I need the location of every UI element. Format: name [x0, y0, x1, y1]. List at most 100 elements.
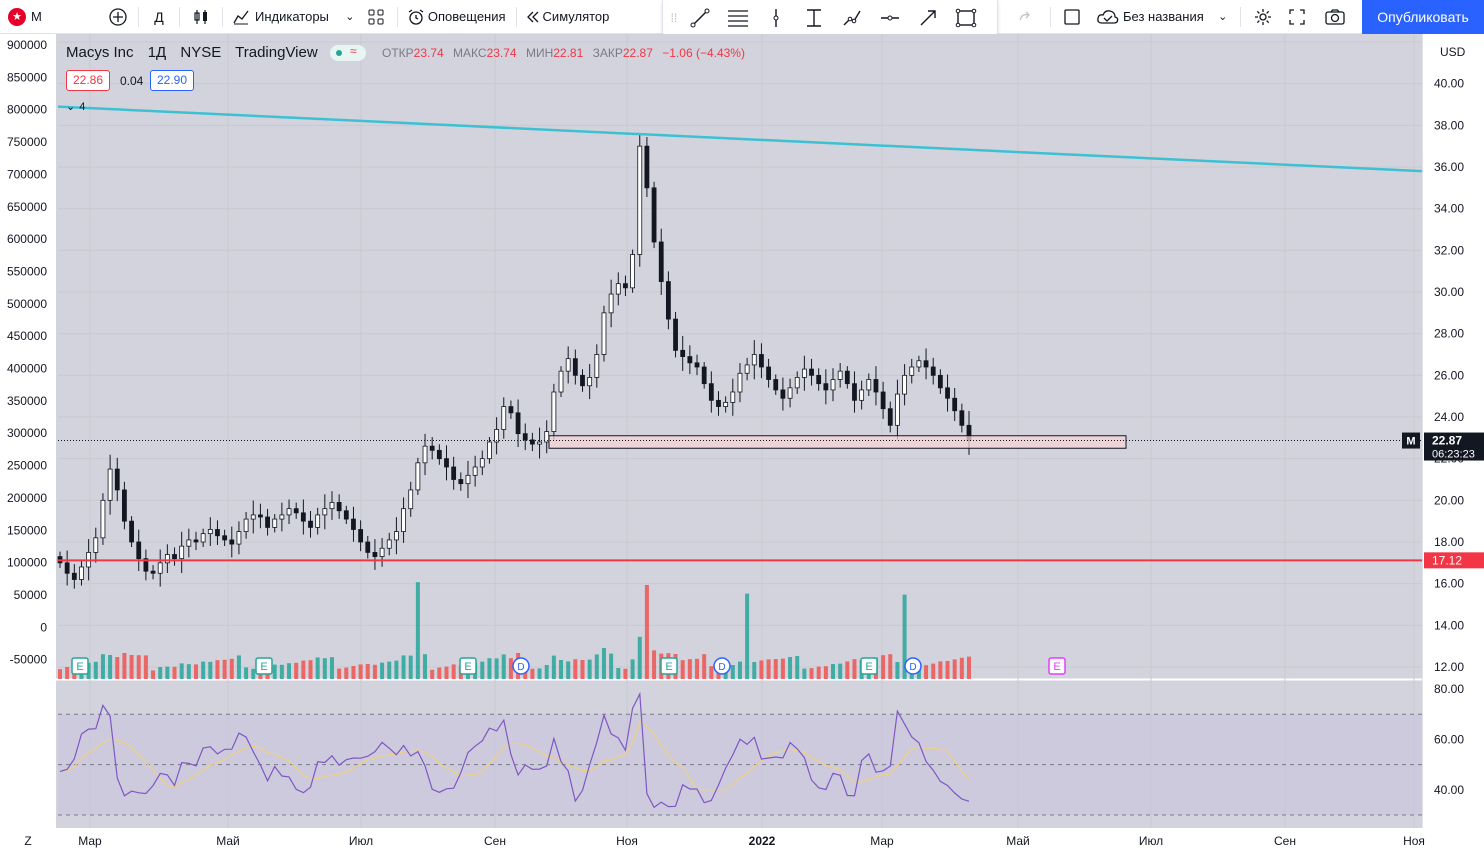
time-tick-label: Сен — [484, 834, 506, 848]
candle-body — [79, 566, 84, 580]
indicators-collapse-toggle[interactable]: ⌄ 4 — [66, 100, 85, 113]
volume-tick-label: 750000 — [7, 135, 47, 149]
redo-icon[interactable] — [1010, 8, 1040, 26]
candle-body — [830, 379, 836, 391]
earnings-marker[interactable] — [660, 657, 678, 675]
earnings-marker[interactable] — [459, 657, 477, 675]
volume-bar — [100, 654, 105, 679]
volume-bar — [430, 669, 435, 679]
candle-body — [730, 391, 736, 403]
support-zone-rectangle[interactable] — [548, 435, 1127, 449]
currency-label[interactable]: USD — [1440, 45, 1466, 59]
volume-bar — [415, 582, 420, 679]
legend-symbol-name[interactable]: Macys Inc — [66, 44, 134, 61]
indicators-icon[interactable] — [229, 7, 253, 27]
time-axis-background[interactable] — [0, 828, 1484, 852]
volume-bar — [172, 666, 177, 679]
earnings-marker[interactable] — [255, 657, 273, 675]
path-tool-icon[interactable] — [833, 1, 871, 35]
trend-line[interactable] — [57, 105, 1423, 173]
event-markers[interactable]: E E E E E ED D D — [71, 657, 1066, 675]
candle-body — [365, 541, 371, 553]
drag-handle-icon[interactable]: ⁞⁞ — [670, 10, 678, 25]
low-label: МИН — [525, 46, 554, 60]
change-value: −1.06 (−4.43%) — [662, 46, 745, 60]
candle-body — [207, 529, 213, 535]
timezone-corner-label[interactable]: Z — [24, 834, 31, 848]
dividend-marker[interactable] — [512, 657, 530, 675]
candle-body — [351, 518, 356, 530]
volume-bar — [537, 668, 542, 679]
candles-style-icon[interactable] — [186, 7, 216, 27]
camera-icon[interactable] — [1315, 8, 1355, 26]
alarm-clock-icon[interactable] — [404, 7, 428, 27]
price-range-tool-icon[interactable] — [795, 1, 833, 35]
horizontal-line-tool-icon[interactable] — [871, 1, 909, 35]
replay-button[interactable]: Симулятор — [542, 9, 610, 24]
fullscreen-icon[interactable] — [1279, 8, 1315, 26]
chevron-down-icon[interactable]: ⌄ — [1218, 11, 1228, 23]
publish-button[interactable]: Опубликовать — [1362, 0, 1484, 34]
trend-line-tool-icon[interactable] — [681, 1, 719, 35]
dividend-marker[interactable] — [713, 657, 731, 675]
price-tick-label: 32.00 — [1434, 243, 1464, 257]
legend-interval: 1Д — [147, 44, 167, 61]
candle-body — [680, 349, 686, 357]
volume-bar — [287, 663, 292, 679]
collapsed-count: 4 — [79, 101, 86, 113]
candle-body — [623, 283, 628, 289]
drawings[interactable] — [57, 105, 1423, 562]
arrow-tool-icon[interactable] — [909, 1, 947, 35]
volume-bar — [680, 660, 685, 679]
alerts-button[interactable]: Оповещения — [427, 9, 506, 24]
last-price-badge-label: 22.87 — [1432, 434, 1462, 448]
templates-grid-icon[interactable] — [361, 8, 391, 26]
candle-body — [945, 387, 950, 399]
chevron-down-icon[interactable]: ⌄ — [66, 101, 76, 113]
chevron-down-icon[interactable]: ⌄ — [345, 11, 355, 23]
rectangle-tool-icon[interactable] — [947, 1, 985, 35]
symbol-search-button[interactable]: M — [31, 9, 42, 24]
cloud-save-icon[interactable] — [1093, 8, 1123, 26]
symbol-legend[interactable]: Macys Inc 1Д NYSE TradingView — [66, 44, 328, 61]
volume-bar — [351, 666, 356, 679]
volume-tick-label: 550000 — [7, 264, 47, 278]
candle-body — [308, 520, 313, 528]
indicators-button[interactable]: Индикаторы — [255, 9, 329, 24]
volume-bar — [852, 659, 857, 679]
ask-chip[interactable]: 22.90 — [150, 70, 195, 91]
volume-bar — [544, 665, 549, 679]
chart-canvas[interactable]: E E E E E E D D D 40.00 38.00 36.00 34.00 32.00 30.00… — [0, 34, 1484, 852]
earnings-marker[interactable] — [71, 657, 89, 675]
symbol-logo-icon — [8, 8, 26, 26]
open-value: 23.74 — [413, 46, 444, 60]
delayed-data-icon: ≈ — [350, 44, 357, 58]
earnings-marker[interactable] — [1048, 657, 1066, 675]
candle-body — [394, 531, 399, 541]
volume-bar — [594, 654, 599, 679]
volume-bar — [630, 659, 635, 679]
earnings-marker[interactable] — [860, 657, 878, 675]
layout-square-icon[interactable] — [1057, 8, 1087, 26]
candle-body — [458, 479, 464, 485]
volume-bar — [831, 664, 836, 679]
volume-bar — [809, 668, 814, 679]
time-tick-label: 2022 — [749, 834, 776, 848]
earnings-marker-label: E — [464, 661, 471, 673]
compare-plus-icon[interactable] — [104, 7, 132, 27]
bid-chip[interactable]: 22.86 — [66, 70, 111, 91]
vertical-line-tool-icon[interactable] — [757, 1, 795, 35]
dividend-marker[interactable] — [904, 657, 922, 675]
close-value: 22.87 — [622, 46, 653, 60]
legend-exchange: NYSE — [180, 44, 222, 61]
volume-bar — [244, 667, 249, 679]
gear-icon[interactable] — [1247, 7, 1279, 27]
interval-button[interactable]: Д — [154, 8, 164, 25]
chart-area[interactable]: E E E E E E D D D 40.00 38.00 36.00 34.00 32.00 30.00… — [0, 34, 1484, 852]
volume-tick-label: 400000 — [7, 362, 47, 376]
price-axis-background[interactable] — [1422, 34, 1484, 828]
replay-rewind-icon[interactable] — [523, 10, 543, 24]
layout-name-button[interactable]: Без названия — [1123, 9, 1204, 24]
fib-retracement-tool-icon[interactable] — [719, 1, 757, 35]
candle-body — [580, 374, 585, 387]
